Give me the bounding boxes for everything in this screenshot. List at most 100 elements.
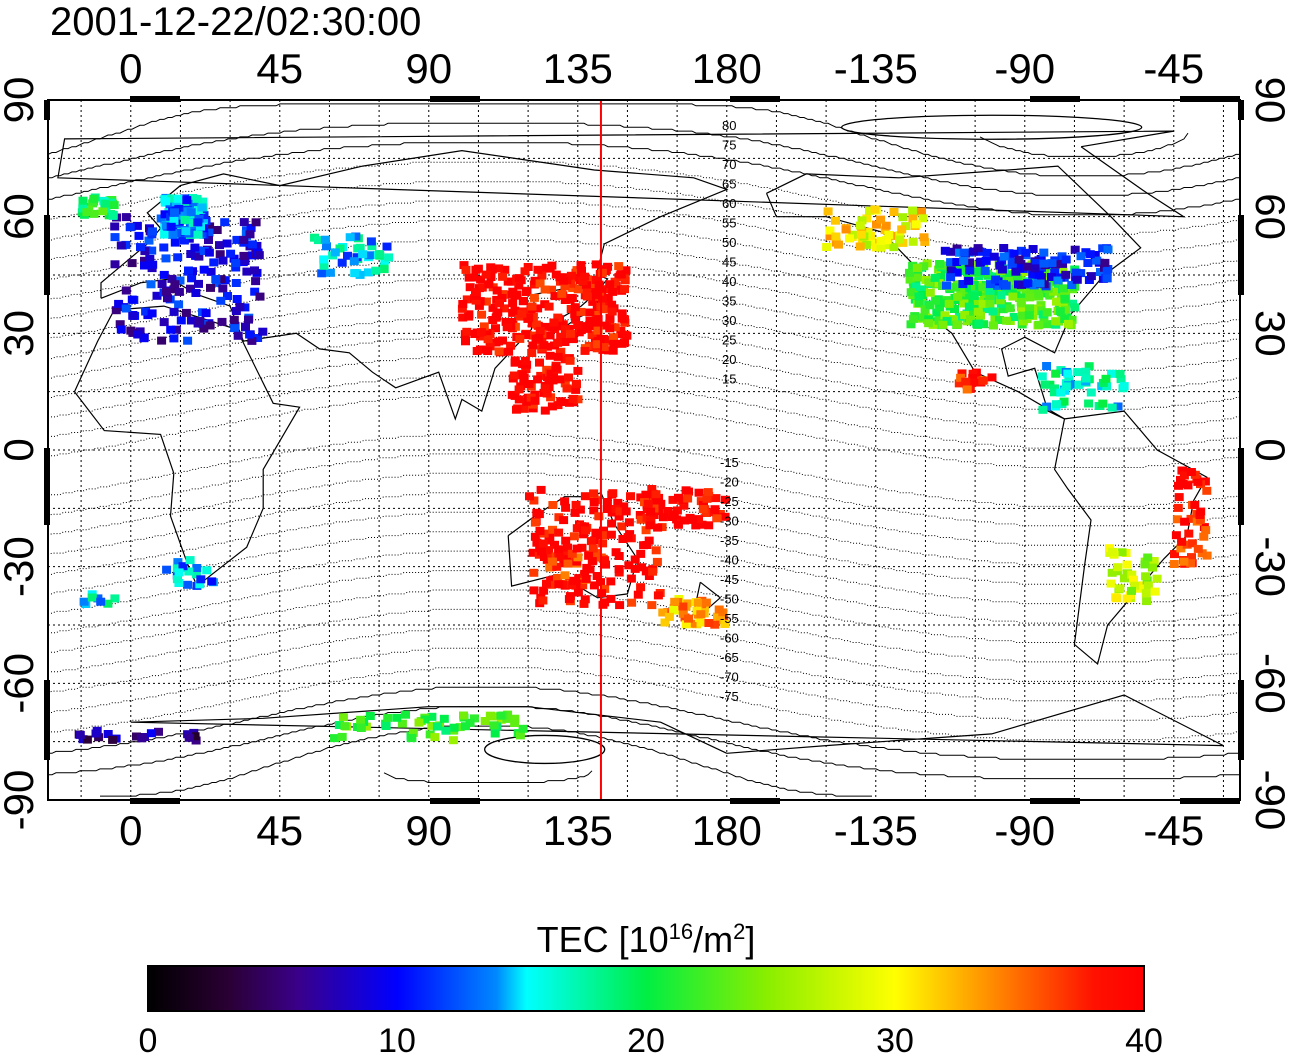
tec-cell xyxy=(193,230,203,239)
tec-cell xyxy=(1186,559,1196,568)
tec-cell xyxy=(561,503,571,512)
tec-cell xyxy=(614,262,624,271)
tec-cell xyxy=(89,209,99,218)
tec-cell xyxy=(157,280,167,288)
tec-cell xyxy=(1051,369,1061,378)
tec-cell xyxy=(504,347,514,356)
tec-cell xyxy=(407,734,417,743)
tec-cell xyxy=(495,299,504,308)
tec-cell xyxy=(592,340,602,349)
tec-cell xyxy=(1047,259,1057,268)
tec-cell xyxy=(356,724,366,732)
tec-cell xyxy=(918,214,928,223)
tec-cell xyxy=(1083,259,1093,267)
tec-cell xyxy=(696,610,706,619)
contour-label: -45 xyxy=(720,572,739,587)
tec-cell xyxy=(582,292,592,301)
mlat-contour xyxy=(48,103,1240,177)
tec-cell xyxy=(458,300,468,308)
tec-cell xyxy=(1122,569,1132,578)
tec-cell xyxy=(581,322,591,331)
tec-cell xyxy=(542,389,552,398)
tec-cell xyxy=(186,284,195,293)
frame-tick-bottom xyxy=(730,798,780,804)
tec-cell xyxy=(1030,264,1040,273)
tec-cell xyxy=(917,207,926,216)
tec-cell xyxy=(615,507,625,516)
tec-cell xyxy=(1076,252,1086,261)
tec-cell xyxy=(841,225,851,234)
tec-cell xyxy=(599,343,609,352)
tec-cell xyxy=(242,267,252,276)
tec-cell xyxy=(490,729,500,738)
tec-cell xyxy=(1108,547,1117,556)
lon-tick-label-bottom: 45 xyxy=(256,807,303,854)
tec-cell xyxy=(953,292,963,301)
tec-cell xyxy=(355,243,365,252)
tec-cell xyxy=(603,262,613,271)
frame-tick-top xyxy=(730,96,780,102)
tec-cell xyxy=(1107,403,1117,412)
tec-cell xyxy=(1028,287,1038,295)
tec-cell xyxy=(1172,515,1182,524)
mlat-contour xyxy=(48,161,1240,235)
tec-cell xyxy=(491,338,501,347)
tec-cell xyxy=(987,373,997,382)
tec-cell xyxy=(494,264,504,273)
tec-cell xyxy=(1143,553,1153,562)
tec-cell xyxy=(1024,311,1034,320)
tec-cell xyxy=(985,280,995,289)
lat-tick-label-right: 30 xyxy=(1247,310,1292,357)
tec-cell xyxy=(1127,570,1137,579)
tec-cell xyxy=(514,281,524,290)
tec-cell xyxy=(635,511,645,519)
tec-cell xyxy=(183,580,192,589)
tec-cell xyxy=(1061,270,1071,279)
tec-cell xyxy=(606,577,616,586)
tec-cell xyxy=(924,278,934,287)
tec-cell xyxy=(968,247,978,256)
tec-cell xyxy=(169,307,179,316)
tec-cell xyxy=(218,284,228,293)
contour-label: 80 xyxy=(722,118,736,133)
tec-cell xyxy=(171,325,181,334)
tec-cell xyxy=(1177,537,1187,546)
tec-cell xyxy=(610,277,620,286)
lon-tick-label-bottom: -90 xyxy=(994,807,1055,854)
tec-cell xyxy=(1081,367,1091,376)
tec-cell xyxy=(191,570,201,579)
tec-cell xyxy=(964,295,974,304)
tec-cell xyxy=(197,203,207,212)
tec-cell xyxy=(536,485,546,494)
tec-cell xyxy=(545,533,555,542)
tec-cell xyxy=(1063,369,1073,378)
tec-cell xyxy=(965,258,974,267)
tec-cell xyxy=(958,280,968,288)
tec-cell xyxy=(535,527,545,535)
tec-cell xyxy=(1035,279,1045,288)
mlat-contour xyxy=(979,132,1189,157)
frame-tick-right xyxy=(1238,100,1244,120)
tec-cell xyxy=(1113,563,1123,572)
tec-cell xyxy=(509,371,519,380)
tec-cell xyxy=(908,214,918,223)
tec-cell xyxy=(980,267,990,275)
tec-cell xyxy=(1039,259,1049,268)
tec-cell xyxy=(420,715,430,724)
lon-tick-label-top: 0 xyxy=(119,45,142,92)
tec-cell xyxy=(623,533,633,542)
tec-cell xyxy=(181,308,191,317)
tec-cell xyxy=(560,497,570,506)
tec-cell xyxy=(954,379,964,388)
tec-cell xyxy=(592,332,602,341)
tec-cell xyxy=(653,523,663,532)
tec-cell xyxy=(585,316,595,325)
tec-cell xyxy=(199,211,209,220)
tec-cell xyxy=(1142,576,1152,585)
mlat-contour xyxy=(48,122,1240,196)
tec-cell xyxy=(919,262,929,271)
tec-cell xyxy=(588,556,598,565)
tec-cell xyxy=(871,243,881,252)
lat-tick-label-right: -30 xyxy=(1247,536,1292,597)
tec-cell xyxy=(714,605,724,614)
